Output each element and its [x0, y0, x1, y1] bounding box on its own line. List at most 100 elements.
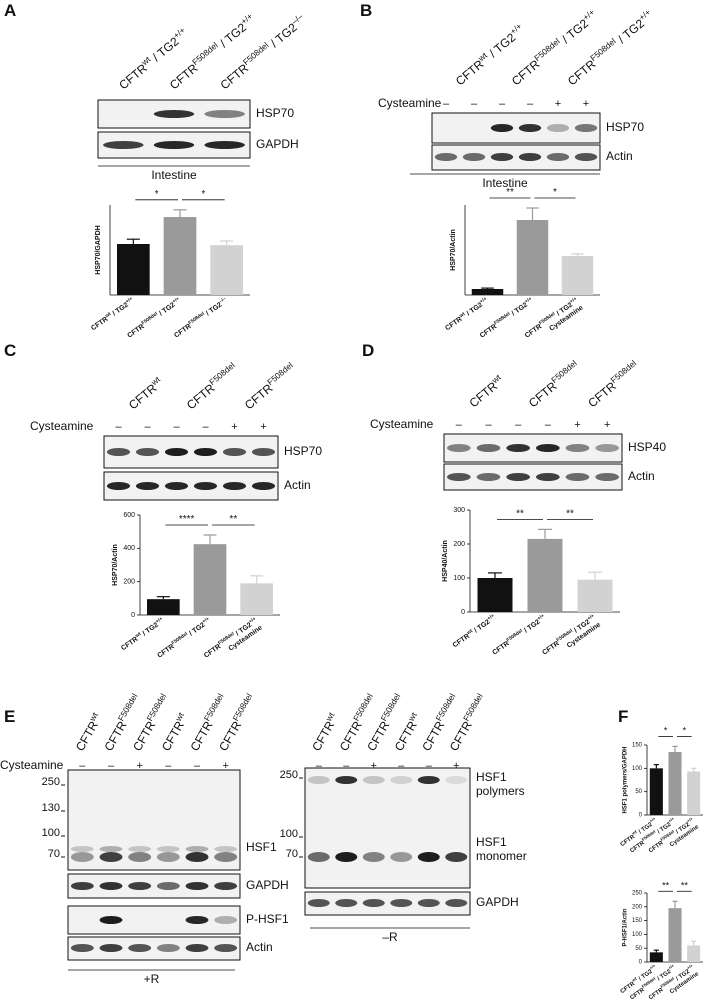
y-tick-label: 50	[635, 789, 642, 795]
treatment-sign: +	[260, 421, 266, 433]
blot-band	[204, 110, 245, 118]
y-axis-label: HSP70/GAPDH	[95, 225, 102, 274]
blot-band	[156, 852, 180, 862]
blot-band	[335, 899, 358, 907]
panel-letter: C	[4, 341, 16, 360]
blot-band	[193, 448, 218, 456]
y-tick-label: 0	[461, 609, 465, 616]
label-text: CFTRwt / TG2+/+	[443, 296, 490, 333]
blot-band	[417, 776, 440, 784]
superscript: +/+	[536, 613, 545, 622]
superscript: +/+	[248, 616, 257, 625]
panel-letter: D	[362, 341, 374, 360]
treatment-sign: +	[604, 419, 610, 431]
superscript: –/–	[218, 296, 227, 305]
y-tick-label: 250	[632, 891, 643, 897]
blot-membrane	[67, 936, 241, 961]
label-part: CFTR	[392, 719, 420, 754]
treatment-sign: –	[144, 421, 151, 433]
treatment-sign: +	[555, 98, 561, 110]
superscript: +/+	[524, 296, 533, 305]
blot-membrane	[304, 891, 471, 916]
blot-band	[156, 944, 180, 952]
treatment-label: Cysteamine	[0, 758, 64, 772]
significance-label: **	[662, 880, 670, 890]
treatment-sign: +	[574, 419, 580, 431]
bar	[649, 952, 663, 962]
blot-membrane	[443, 463, 623, 491]
label-part: CFTR	[629, 840, 646, 854]
treatment-sign: +	[222, 760, 228, 772]
panel-letter: E	[4, 707, 15, 726]
treatment-sign: –	[79, 760, 86, 772]
blot-band	[99, 944, 123, 952]
blot-label: monomer	[476, 849, 527, 863]
treatment-sign: –	[426, 760, 433, 772]
treatment-sign: –	[471, 98, 478, 110]
superscript: wt	[103, 311, 112, 320]
blot-band	[222, 448, 247, 456]
blot-label: Actin	[628, 469, 655, 483]
treatment-sign: –	[443, 98, 450, 110]
y-tick-label: 200	[632, 904, 643, 910]
superscript: +/+	[648, 962, 656, 970]
blot-band	[565, 444, 590, 452]
blot-band	[335, 776, 358, 784]
bar	[527, 538, 563, 612]
treatment-sign: –	[398, 760, 405, 772]
blot-band	[128, 944, 152, 952]
blot-label: GAPDH	[246, 878, 289, 892]
label-part: CFTR	[73, 719, 101, 754]
blot-band	[546, 153, 570, 161]
blot-label: P-HSF1	[246, 912, 289, 926]
blot-label: GAPDH	[256, 137, 299, 151]
blot-band	[164, 448, 189, 456]
significance-label: **	[516, 508, 524, 519]
label-text: CFTRF508del	[241, 360, 299, 412]
blot-label: Actin	[606, 149, 633, 163]
blot-band	[99, 852, 123, 862]
blot-band	[135, 482, 160, 490]
superscript: +/+	[648, 815, 656, 823]
label-part: CFTR	[419, 719, 447, 754]
blot-label: Actin	[284, 478, 311, 492]
blot-band	[362, 899, 385, 907]
superscript: F508del	[207, 360, 237, 387]
significance-label: *	[201, 189, 205, 200]
blot-label: HSP40	[628, 440, 666, 454]
blot-band	[156, 846, 180, 852]
mw-marker: 100	[42, 827, 60, 839]
label-part: CFTR	[648, 840, 665, 854]
bar	[561, 256, 594, 295]
mw-marker: 250	[280, 769, 298, 781]
blot-band	[164, 482, 189, 490]
blot-band	[518, 124, 542, 132]
panel-letter: A	[4, 1, 16, 20]
label-text: CFTRF508del / TG2+/+	[490, 613, 547, 657]
label-text: CFTRF508del / TG2–/–	[172, 296, 229, 340]
treatment-sign: –	[173, 421, 180, 433]
blot-band	[251, 482, 276, 490]
significance-label: *	[155, 189, 159, 200]
label-part: CFTR	[101, 719, 129, 754]
superscript: F508del	[378, 691, 402, 722]
superscript: +/+	[586, 613, 595, 622]
label-text: CFTRF508del / TG2–/–	[216, 11, 309, 92]
significance-label: **	[506, 187, 514, 198]
superscript: wt	[133, 631, 142, 640]
label-part: CFTR	[187, 719, 215, 754]
blot-band	[185, 944, 209, 952]
bar	[163, 217, 197, 295]
treatment-sign: +	[583, 98, 589, 110]
blot-band	[214, 944, 238, 952]
mw-marker: 100	[280, 828, 298, 840]
blot-band	[307, 899, 330, 907]
category-label: CFTRF508del / TG2+/+	[490, 613, 547, 657]
label-text: CFTRwt	[157, 710, 191, 754]
significance-label: *	[683, 725, 687, 735]
label-part: CFTR	[629, 987, 646, 1001]
blot-band	[565, 473, 590, 481]
significance-label: ****	[179, 514, 195, 525]
blot-label: Actin	[246, 940, 273, 954]
y-tick-label: 300	[453, 507, 465, 514]
